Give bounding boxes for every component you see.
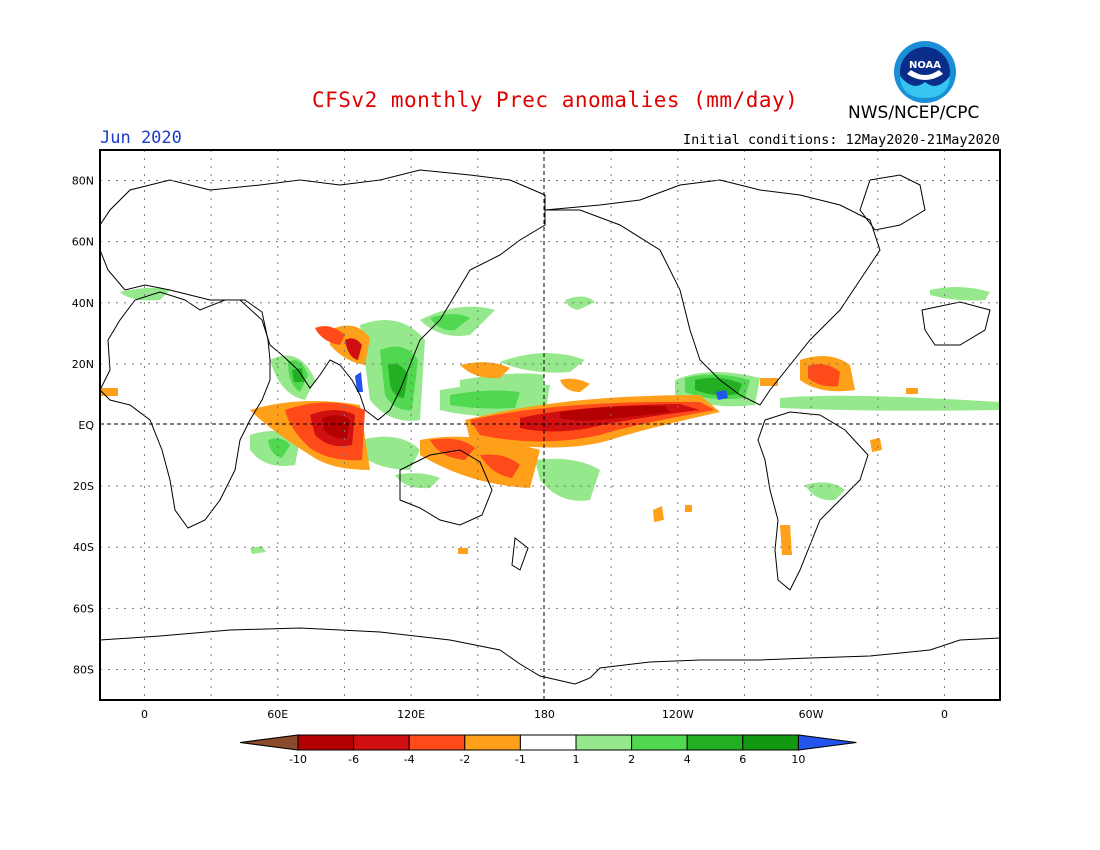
colorbar-swatch (686, 734, 744, 751)
lat-tick-label: 80N (72, 175, 94, 188)
lat-tick-label: 60S (73, 602, 94, 615)
forecast-month: Jun 2020 (100, 128, 182, 148)
colorbar-label: -4 (404, 753, 415, 766)
lon-tick-label: 0 (941, 708, 948, 721)
colorbar-label: -2 (459, 753, 470, 766)
colorbar-swatch (519, 734, 577, 751)
lat-tick-label: EQ (78, 419, 94, 432)
lat-tick-label: 60N (72, 236, 94, 249)
colorbar-label: 4 (684, 753, 691, 766)
colorbar-label: 1 (573, 753, 580, 766)
lat-tick-label: 20N (72, 358, 94, 371)
lon-tick-label: 120W (662, 708, 694, 721)
lon-tick-label: 60W (799, 708, 824, 721)
lon-tick-label: 180 (534, 708, 555, 721)
initial-conditions: Initial conditions: 12May2020-21May2020 (683, 132, 1000, 148)
lon-tick-label: 60E (267, 708, 288, 721)
lon-tick-label: 0 (141, 708, 148, 721)
colorbar-swatch (464, 734, 521, 751)
colorbar-swatch (575, 734, 633, 751)
colorbar-low-arrow (239, 734, 299, 751)
colorbar-swatch (353, 734, 410, 751)
colorbar-label: 6 (739, 753, 746, 766)
map-title: CFSv2 monthly Prec anomalies (mm/day) (312, 88, 799, 112)
colorbar-swatch (297, 734, 355, 751)
graticule (100, 150, 1000, 700)
lat-tick-label: 40S (73, 541, 94, 554)
colorbar-swatch (408, 734, 466, 751)
coastlines (100, 169, 1000, 685)
colorbar-label: -1 (515, 753, 526, 766)
lat-tick-label: 80S (73, 663, 94, 676)
colorbar-swatch (742, 734, 799, 751)
anomaly-field (100, 286, 1000, 555)
colorbar-high-arrow (797, 734, 857, 751)
lat-tick-label: 20S (73, 480, 94, 493)
colorbar-label: -10 (289, 753, 307, 766)
logo-text: NOAA (909, 60, 941, 71)
agency-label: NWS/NCEP/CPC (848, 103, 980, 123)
lon-tick-label: 120E (397, 708, 425, 721)
colorbar-label: 2 (628, 753, 635, 766)
colorbar-label: -6 (348, 753, 359, 766)
lat-tick-label: 40N (72, 297, 94, 310)
map-frame (99, 149, 1001, 701)
noaa-logo: NOAA (894, 41, 956, 103)
axis-labels: 80N 60N 40N 20N EQ 20S 40S 60S 80S 0 60E 120E 180 120… (72, 175, 948, 721)
colorbar-swatch (631, 734, 688, 751)
colorbar-label: 10 (791, 753, 805, 766)
